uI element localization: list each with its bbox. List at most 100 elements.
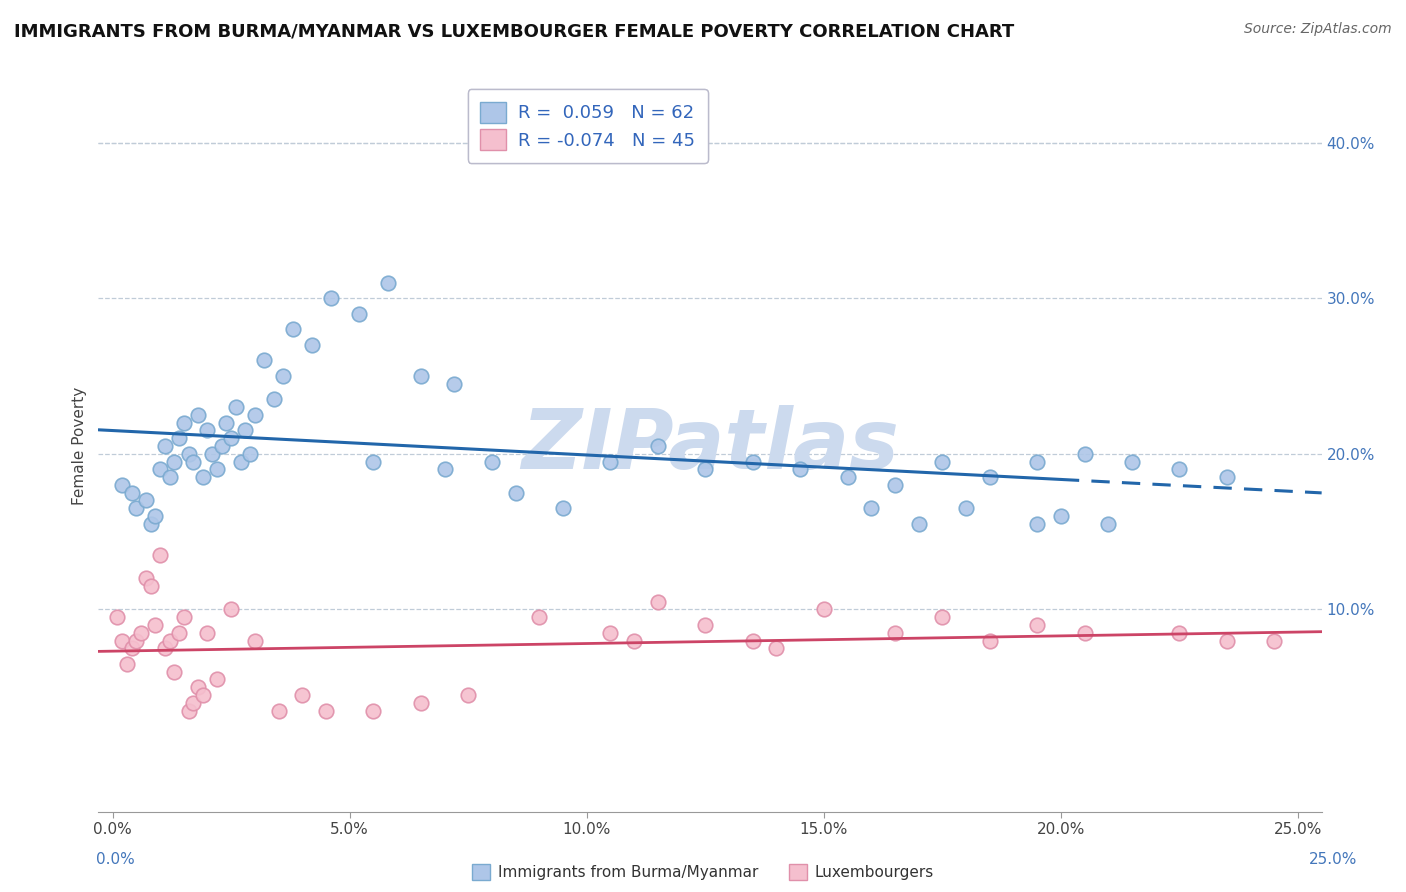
Point: [1026, 454, 1049, 468]
Point: [457, 688, 479, 702]
Point: [884, 478, 907, 492]
Point: [201, 447, 224, 461]
Point: [433, 462, 456, 476]
Point: [765, 641, 787, 656]
Point: [167, 625, 190, 640]
Point: [181, 696, 204, 710]
Point: [931, 610, 953, 624]
Point: [979, 633, 1001, 648]
Point: [409, 696, 432, 710]
Point: [235, 424, 257, 438]
Legend: Immigrants from Burma/Myanmar, Luxembourgers: Immigrants from Burma/Myanmar, Luxembour…: [472, 864, 934, 880]
Point: [205, 462, 228, 476]
Point: [409, 368, 432, 383]
Point: [129, 625, 152, 640]
Point: [153, 439, 176, 453]
Point: [197, 424, 219, 438]
Point: [1216, 633, 1239, 648]
Point: [139, 579, 162, 593]
Point: [1073, 625, 1095, 640]
Point: [529, 610, 551, 624]
Point: [197, 625, 219, 640]
Point: [149, 462, 172, 476]
Point: [291, 688, 314, 702]
Point: [647, 594, 669, 608]
Point: [1097, 516, 1119, 531]
Point: [267, 704, 290, 718]
Text: 0.0%: 0.0%: [96, 852, 135, 867]
Point: [187, 680, 209, 694]
Point: [105, 610, 128, 624]
Point: [121, 641, 143, 656]
Point: [1026, 618, 1049, 632]
Point: [281, 322, 304, 336]
Point: [219, 602, 242, 616]
Point: [173, 610, 195, 624]
Point: [599, 625, 621, 640]
Point: [789, 462, 811, 476]
Point: [125, 633, 148, 648]
Point: [741, 454, 763, 468]
Point: [143, 509, 166, 524]
Point: [1263, 633, 1285, 648]
Point: [1168, 625, 1191, 640]
Point: [741, 633, 763, 648]
Point: [163, 665, 186, 679]
Point: [931, 454, 953, 468]
Point: [191, 470, 214, 484]
Point: [884, 625, 907, 640]
Point: [159, 470, 181, 484]
Text: ZIPatlas: ZIPatlas: [522, 406, 898, 486]
Point: [813, 602, 835, 616]
Point: [695, 618, 717, 632]
Point: [135, 493, 157, 508]
Point: [837, 470, 859, 484]
Point: [315, 704, 337, 718]
Point: [243, 633, 266, 648]
Point: [159, 633, 181, 648]
Point: [111, 478, 134, 492]
Point: [225, 400, 247, 414]
Point: [163, 454, 186, 468]
Point: [695, 462, 717, 476]
Point: [121, 485, 143, 500]
Point: [1026, 516, 1049, 531]
Point: [111, 633, 134, 648]
Point: [125, 501, 148, 516]
Point: [177, 704, 200, 718]
Point: [239, 447, 262, 461]
Point: [599, 454, 621, 468]
Point: [149, 548, 172, 562]
Point: [551, 501, 574, 516]
Point: [219, 431, 242, 445]
Point: [907, 516, 929, 531]
Point: [1168, 462, 1191, 476]
Point: [623, 633, 645, 648]
Point: [153, 641, 176, 656]
Point: [173, 416, 195, 430]
Point: [505, 485, 527, 500]
Point: [1216, 470, 1239, 484]
Point: [135, 571, 157, 585]
Point: [215, 416, 238, 430]
Point: [191, 688, 214, 702]
Point: [1050, 509, 1073, 524]
Point: [243, 408, 266, 422]
Point: [263, 392, 285, 407]
Point: [301, 338, 323, 352]
Point: [347, 307, 370, 321]
Point: [1121, 454, 1143, 468]
Point: [229, 454, 252, 468]
Point: [319, 291, 342, 305]
Point: [363, 704, 385, 718]
Point: [253, 353, 276, 368]
Point: [167, 431, 190, 445]
Point: [211, 439, 233, 453]
Point: [860, 501, 883, 516]
Point: [205, 673, 228, 687]
Point: [187, 408, 209, 422]
Point: [955, 501, 977, 516]
Point: [377, 276, 399, 290]
Y-axis label: Female Poverty: Female Poverty: [72, 387, 87, 505]
Point: [443, 376, 465, 391]
